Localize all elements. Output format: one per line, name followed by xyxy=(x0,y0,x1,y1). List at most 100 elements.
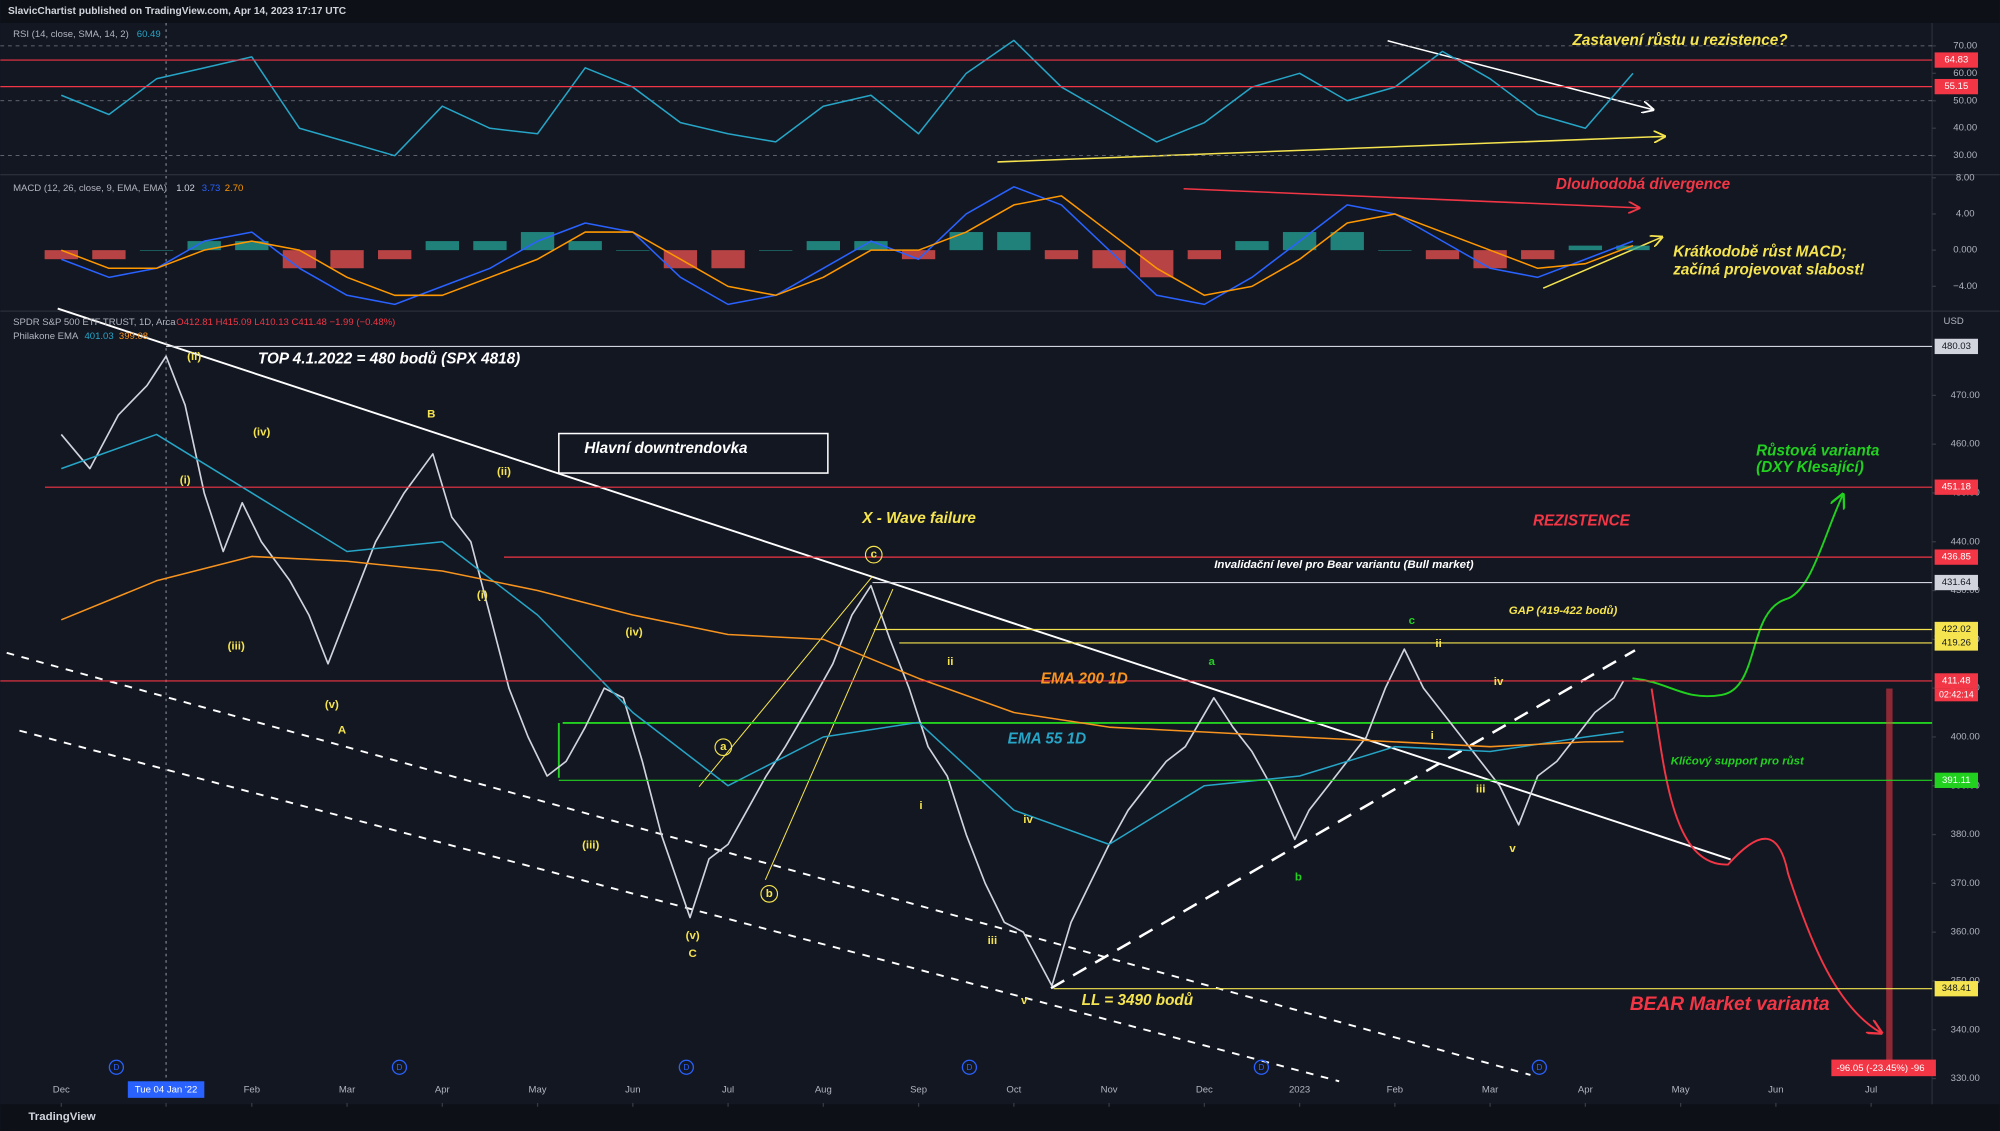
wave-label: c xyxy=(871,549,878,561)
wave-circle xyxy=(714,738,733,757)
x-wave-line xyxy=(698,576,873,788)
level-label: 419.26 xyxy=(1942,637,1971,648)
wave-label: (ii) xyxy=(187,351,201,363)
bull-projection xyxy=(1632,495,1842,698)
wave-label: (v) xyxy=(325,699,339,711)
level-badge xyxy=(1934,635,1978,651)
y-tick-label: 330.00 xyxy=(1951,1073,1980,1084)
wave-label: (iv) xyxy=(253,426,270,438)
wave-label: (iii) xyxy=(228,640,245,652)
dividend-marker: D xyxy=(683,1063,689,1072)
macd-histogram-bar xyxy=(378,250,412,260)
wave-label: i xyxy=(1431,730,1434,742)
wave-label: a xyxy=(720,741,727,753)
wave-label: v xyxy=(1021,995,1028,1007)
dividend-icon xyxy=(391,1059,408,1075)
level-badge xyxy=(1934,621,1978,638)
y-tick-label: 470.00 xyxy=(1951,390,1980,401)
annotation: Invalidační level pro Bear variantu (Bul… xyxy=(1214,559,1474,571)
measure-bar xyxy=(1886,688,1893,1061)
y-tick-label: 380.00 xyxy=(1951,829,1980,840)
x-tick-label: Apr xyxy=(435,1085,451,1096)
macd-histogram-bar xyxy=(139,250,174,251)
wave-circle xyxy=(760,884,779,903)
dividend-icon xyxy=(961,1059,978,1075)
wave-label: (i) xyxy=(180,475,191,487)
level-badge xyxy=(1934,52,1978,68)
macd-histogram-bar xyxy=(1140,250,1174,278)
level-label: 64.83 xyxy=(1944,55,1968,66)
wave-label: iii xyxy=(1476,783,1486,795)
x-tick-label: Sep xyxy=(910,1085,927,1096)
y-tick-label: 4.00 xyxy=(1956,208,1975,219)
x-tick-label: Apr xyxy=(1578,1085,1594,1096)
macd-legend-value: 2.70 xyxy=(225,183,244,194)
x-tick-label: 2023 xyxy=(1289,1085,1310,1096)
series-line xyxy=(61,195,1634,297)
x-tick-label: Jun xyxy=(625,1085,640,1096)
annotation: začíná projevovat slabost! xyxy=(1672,261,1864,278)
x-tick-label: Tue 04 Jan '22 xyxy=(135,1085,198,1096)
x-tick-label: Dec xyxy=(1196,1085,1213,1096)
annotation: X - Wave failure xyxy=(861,510,976,527)
x-tick-label: Feb xyxy=(1387,1085,1403,1096)
dividend-icon xyxy=(678,1059,694,1075)
y-tick-label: 40.00 xyxy=(1953,123,1977,134)
macd-histogram-bar xyxy=(806,241,840,251)
x-wave-line xyxy=(764,588,894,881)
y-tick-label: 50.00 xyxy=(1953,95,1977,106)
macd-histogram-bar xyxy=(473,241,507,251)
level-badge xyxy=(1934,981,1978,997)
measure-badge xyxy=(1831,1059,1936,1077)
indicator-legend: Philakone EMA xyxy=(13,331,79,342)
macd-legend-value: 3.73 xyxy=(202,183,221,194)
indicator-value: 399.08 xyxy=(119,331,148,342)
rsi-legend: RSI (14, close, SMA, 14, 2) xyxy=(13,29,129,40)
wave-label: (iii) xyxy=(582,839,599,851)
annotation: Krátkodobě růst MACD; xyxy=(1673,244,1846,261)
macd-histogram-bar xyxy=(1092,250,1126,269)
annotation: Zastavení růstu u rezistence? xyxy=(1572,32,1789,49)
level-label: 422.02 xyxy=(1942,624,1971,635)
level-label: 55.15 xyxy=(1944,81,1968,92)
dividend-marker: D xyxy=(396,1063,402,1072)
annotation: LL = 3490 bodů xyxy=(1082,992,1194,1009)
annotation: Klíčový support pro růst xyxy=(1671,755,1805,767)
wave-label: b xyxy=(766,888,773,900)
series-line xyxy=(60,39,1634,157)
x-tick-label: Feb xyxy=(244,1085,260,1096)
y-tick-label: 370.00 xyxy=(1951,878,1980,889)
y-tick-label: 430.00 xyxy=(1951,585,1980,596)
wave-label: i xyxy=(919,800,922,812)
dividend-marker: D xyxy=(1258,1063,1264,1072)
y-tick-label: 8.00 xyxy=(1956,172,1975,183)
level-label: 451.18 xyxy=(1942,482,1971,493)
level-badge xyxy=(1934,78,1978,95)
x-tick-label: Aug xyxy=(815,1085,832,1096)
uptrend-line xyxy=(1050,649,1636,990)
level-badge xyxy=(1934,479,1978,495)
x-tick-label: Jul xyxy=(722,1085,734,1096)
measure-label: -96.05 (-23.45%) -96 xyxy=(1836,1063,1924,1074)
wave-label: c xyxy=(1409,615,1416,627)
macd-histogram-bar xyxy=(425,241,459,251)
x-tick-label: May xyxy=(529,1085,547,1096)
macd-histogram-bar xyxy=(901,250,936,260)
channel-line xyxy=(6,651,1531,1076)
macd-histogram-bar xyxy=(1521,250,1555,260)
brand: TradingView xyxy=(28,1111,95,1123)
crosshair-badge xyxy=(127,1081,205,1098)
publisher: SlavicChartist published on TradingView.… xyxy=(8,6,347,17)
dividend-marker: D xyxy=(966,1063,972,1072)
dividend-marker: D xyxy=(113,1063,119,1072)
countdown-badge xyxy=(1934,688,1978,702)
level-label: 411.48 xyxy=(1942,675,1971,686)
x-tick-label: Mar xyxy=(1482,1085,1499,1096)
annotation: TOP 4.1.2022 = 480 bodů (SPX 4818) xyxy=(258,351,520,368)
rsi-legend-value: 60.49 xyxy=(137,29,161,40)
wave-label: iii xyxy=(988,935,998,947)
wave-label: A xyxy=(338,725,346,737)
level-label: 480.03 xyxy=(1942,341,1971,352)
